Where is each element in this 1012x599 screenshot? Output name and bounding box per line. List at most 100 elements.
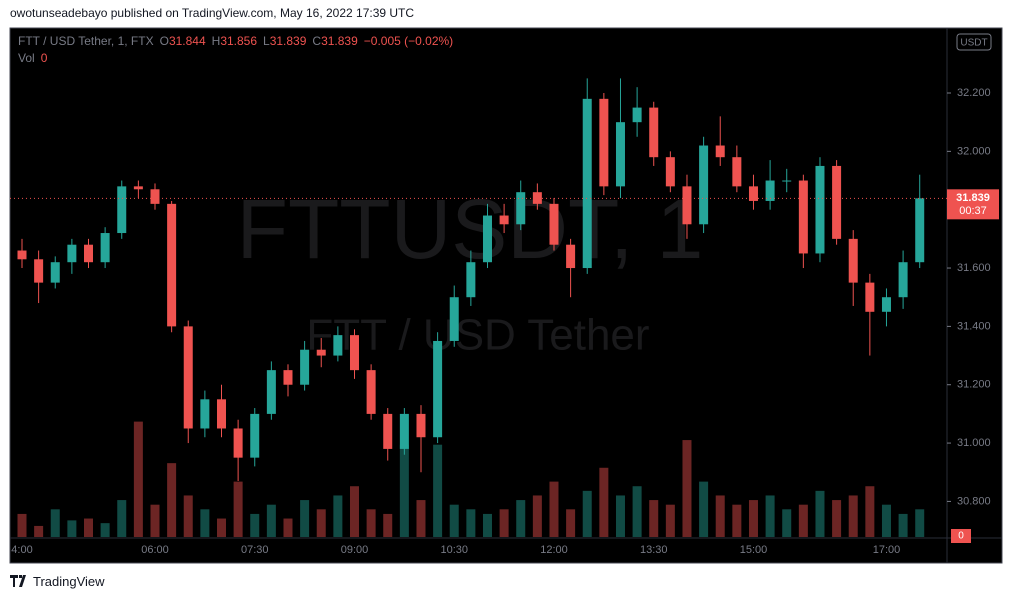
volume-last-box	[951, 529, 971, 543]
last-price-label: 31.839	[956, 192, 990, 204]
x-tick-label: 09:00	[341, 544, 369, 556]
volume-bar	[815, 490, 825, 537]
volume-bar	[50, 509, 60, 537]
candle-body	[117, 186, 127, 234]
candle-body	[782, 180, 792, 182]
y-tick-label: 32.000	[957, 145, 991, 157]
x-tick-label: 12:00	[540, 544, 568, 556]
candle-body	[665, 157, 675, 187]
volume-bar	[649, 500, 659, 537]
candle-body	[898, 262, 908, 298]
y-tick-label: 31.200	[957, 379, 991, 391]
volume-bar	[383, 513, 393, 537]
volume-bar	[532, 495, 542, 537]
volume-bar	[832, 500, 842, 537]
volume-bar	[133, 421, 143, 537]
candle-body	[349, 335, 359, 371]
volume-bar	[599, 467, 609, 537]
candle-body	[632, 107, 642, 123]
last-price-box	[947, 189, 999, 220]
candle-body	[383, 413, 393, 449]
volume-bar	[848, 495, 858, 537]
candle-body	[532, 192, 542, 204]
volume-bar	[200, 509, 210, 537]
watermark-name: FTT / USD Tether	[306, 311, 649, 360]
volume-bar	[150, 504, 160, 537]
candle-body	[433, 340, 443, 438]
x-tick-label: 06:00	[141, 544, 169, 556]
volume-bar	[699, 481, 709, 537]
candle-body	[615, 122, 625, 187]
candle-body	[765, 180, 775, 201]
candle-body	[815, 165, 825, 254]
volume-bar	[632, 486, 642, 537]
volume-bar	[416, 500, 426, 537]
volume-bar	[881, 504, 891, 537]
ohlc-label: H	[212, 34, 221, 48]
candle-body	[216, 399, 226, 429]
y-tick-label: 31.400	[957, 320, 991, 332]
candle-body	[300, 349, 310, 385]
candle-body	[100, 233, 110, 263]
candle-body	[449, 297, 459, 341]
volume-bar	[499, 509, 509, 537]
volume-bar	[915, 509, 925, 537]
candle-body	[133, 186, 143, 190]
candle-body	[566, 244, 576, 269]
candle-body	[250, 413, 260, 458]
candle-body	[183, 326, 193, 429]
candle-body	[67, 244, 77, 263]
candle-body	[549, 203, 559, 245]
x-tick-label: 13:30	[640, 544, 668, 556]
candle-body	[915, 198, 925, 263]
volume-bar	[566, 509, 576, 537]
volume-bar	[266, 504, 276, 537]
candle-body	[399, 413, 409, 449]
candle-body	[848, 238, 858, 283]
countdown: 00:37	[959, 205, 987, 217]
volume-bar	[865, 486, 875, 537]
volume-bar	[732, 504, 742, 537]
volume-value: 0	[41, 51, 48, 65]
ohlc-label: L	[263, 34, 270, 48]
candle-body	[366, 370, 376, 414]
x-tick-label: 17:00	[873, 544, 901, 556]
y-tick-label: 31.600	[957, 262, 991, 274]
footer-brand: TradingView	[33, 574, 105, 589]
candle-body	[482, 215, 492, 263]
volume-bar	[665, 504, 675, 537]
candle-body	[715, 145, 725, 158]
volume-bar	[549, 481, 559, 537]
candle-body	[748, 186, 758, 201]
currency-box[interactable]	[956, 33, 992, 51]
legend: FTT / USD Tether, 1, FTX O 31.844 H 31.856 L 3…	[18, 34, 453, 65]
volume-bar	[17, 513, 27, 537]
publish-info: owotunseadebayo published on TradingView…	[10, 6, 415, 20]
candle-body	[832, 165, 842, 239]
candle-body	[167, 203, 177, 327]
volume-bar	[167, 463, 177, 537]
candle-body	[599, 98, 609, 187]
candle-body	[266, 370, 276, 414]
x-tick-label: 15:00	[740, 544, 768, 556]
candle-body	[499, 215, 509, 225]
ohlc-label: C	[312, 34, 321, 48]
change: −0.005 (−0.02%)	[364, 34, 453, 48]
volume-bar	[449, 504, 459, 537]
candle-body	[516, 192, 526, 225]
candle-body	[283, 370, 293, 385]
volume-bar	[349, 486, 359, 537]
volume-bar	[67, 520, 77, 537]
symbol: FTT / USD Tether, 1, FTX	[18, 34, 154, 48]
volume-bar	[715, 495, 725, 537]
volume-bar	[898, 513, 908, 537]
volume-bar	[100, 523, 110, 537]
candle-body	[150, 189, 160, 204]
candle-body	[699, 145, 709, 225]
volume-bar	[283, 518, 293, 537]
currency[interactable]: USDT	[960, 38, 987, 49]
watermark-symbol: FTTUSDT, 1	[237, 182, 704, 276]
ohlc-value: 31.839	[270, 34, 307, 48]
